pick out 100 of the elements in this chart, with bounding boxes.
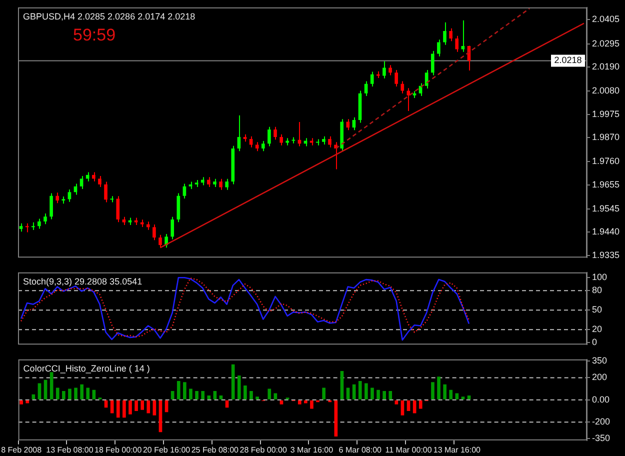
candlestick bbox=[274, 126, 277, 140]
y-tick-label: 2.0295 bbox=[592, 38, 620, 48]
candlestick bbox=[461, 20, 465, 52]
candlestick bbox=[382, 60, 386, 79]
bar bbox=[244, 385, 247, 400]
candlestick bbox=[170, 216, 174, 240]
candlestick bbox=[38, 218, 41, 230]
y-tick-label: 80 bbox=[592, 285, 602, 296]
y-tick-label: -200 bbox=[592, 416, 610, 427]
bar bbox=[32, 394, 36, 400]
bar bbox=[376, 390, 380, 400]
bar bbox=[268, 388, 272, 400]
bar bbox=[183, 382, 186, 400]
text: ColorCCI_Histo_ZeroLine ( 14 ) bbox=[23, 363, 150, 374]
bar bbox=[388, 391, 392, 400]
candlestick bbox=[158, 234, 162, 248]
candlestick bbox=[437, 39, 440, 57]
candlestick bbox=[98, 176, 102, 188]
y-tick-label: 2.0080 bbox=[592, 86, 620, 96]
bar bbox=[195, 391, 198, 400]
y-tick-label: 0.00 bbox=[592, 394, 610, 404]
bar bbox=[346, 388, 350, 400]
bar bbox=[250, 391, 253, 400]
y-tick-label: 1.9975 bbox=[592, 108, 620, 119]
candlestick bbox=[237, 114, 241, 152]
y-tick-label: 200 bbox=[592, 372, 608, 382]
y-tick-label: 350 bbox=[592, 356, 608, 366]
y-tick-label: 1.9760 bbox=[592, 156, 620, 166]
bar bbox=[207, 395, 211, 400]
candlestick bbox=[400, 80, 404, 94]
bar bbox=[80, 384, 84, 400]
bar bbox=[134, 400, 138, 411]
bar bbox=[443, 384, 446, 400]
candlestick bbox=[268, 126, 271, 147]
bar bbox=[467, 395, 471, 400]
bar bbox=[116, 400, 120, 418]
candlestick bbox=[364, 80, 368, 97]
candlestick bbox=[346, 118, 350, 131]
bar bbox=[364, 383, 368, 400]
candlestick bbox=[328, 136, 332, 148]
x-tick-label: 8 Feb 2008 bbox=[1, 445, 42, 454]
bar bbox=[189, 388, 192, 400]
bar bbox=[50, 372, 54, 400]
bar bbox=[62, 391, 66, 400]
bar bbox=[274, 393, 278, 400]
candlestick bbox=[116, 196, 120, 223]
candlestick bbox=[50, 192, 53, 220]
y-tick-label: 2.0190 bbox=[592, 61, 620, 72]
candlestick bbox=[334, 142, 338, 170]
candlestick bbox=[104, 181, 108, 203]
bar bbox=[358, 381, 362, 400]
x-tick-label: 13 Feb 08:00 bbox=[46, 445, 94, 454]
candlestick bbox=[56, 192, 60, 204]
candlestick bbox=[207, 176, 210, 188]
bar bbox=[92, 390, 96, 400]
bar bbox=[68, 388, 72, 400]
candlestick bbox=[388, 64, 392, 76]
y-tick-label: 50 bbox=[592, 304, 602, 315]
bar bbox=[370, 388, 374, 400]
y-tick-label: 1.9655 bbox=[592, 179, 620, 190]
bar bbox=[461, 396, 465, 400]
bar bbox=[340, 371, 344, 400]
annotation: 59:59 bbox=[73, 26, 116, 45]
ref-line-label: 2.0218 bbox=[554, 55, 582, 66]
bar bbox=[158, 400, 162, 432]
bar bbox=[128, 400, 132, 414]
candlestick bbox=[430, 50, 434, 76]
candlestick bbox=[219, 178, 222, 190]
bar bbox=[74, 388, 78, 400]
bar bbox=[44, 380, 48, 400]
x-tick-label: 13 Mar 16:00 bbox=[433, 445, 482, 454]
bar bbox=[334, 400, 338, 437]
y-tick-label: 1.9870 bbox=[592, 132, 620, 142]
bar bbox=[26, 400, 30, 404]
candlestick bbox=[182, 183, 186, 200]
y-tick-label: 20 bbox=[592, 324, 602, 334]
bar bbox=[122, 400, 126, 418]
candlestick bbox=[255, 142, 259, 152]
bar bbox=[231, 364, 235, 400]
chart-title: GBPUSD,H4 2.0285 2.0286 2.0174 2.0218 bbox=[23, 11, 196, 22]
y-tick-label: -350 bbox=[592, 433, 610, 444]
bar bbox=[152, 400, 156, 416]
candlestick bbox=[176, 192, 180, 223]
candlestick bbox=[152, 224, 156, 241]
bar bbox=[20, 400, 23, 404]
candlestick bbox=[86, 172, 90, 182]
bar bbox=[418, 400, 422, 409]
candlestick bbox=[164, 234, 168, 248]
y-tick-label: 0 bbox=[592, 337, 598, 348]
candlestick bbox=[455, 35, 459, 52]
bar bbox=[394, 400, 398, 404]
bar bbox=[455, 393, 459, 400]
x-tick-label: 3 Mar 16:00 bbox=[290, 445, 334, 454]
bar bbox=[201, 391, 204, 400]
y-tick-label: 1.9545 bbox=[592, 204, 620, 214]
x-tick-label: 11 Mar 00:00 bbox=[385, 445, 432, 454]
candlestick bbox=[352, 116, 356, 131]
bar bbox=[176, 381, 180, 400]
bar bbox=[310, 400, 314, 409]
y-tick-label: 2.0405 bbox=[592, 14, 620, 24]
